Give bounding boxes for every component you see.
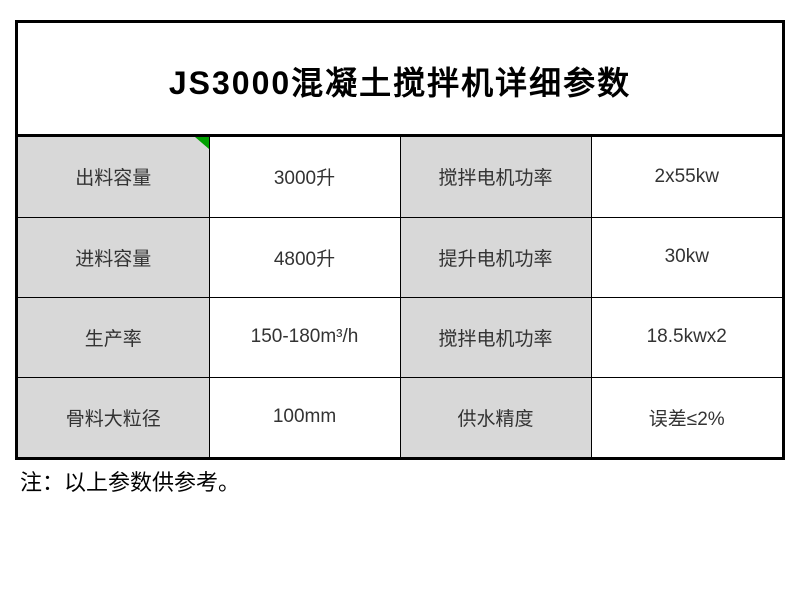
value-cell: 4800升	[209, 217, 400, 297]
label-cell: 搅拌电机功率	[400, 297, 591, 377]
page-title: JS3000混凝土搅拌机详细参数	[38, 58, 762, 104]
value-cell: 100mm	[209, 377, 400, 457]
value-cell: 2x55kw	[591, 137, 782, 217]
corner-accent-icon	[195, 137, 209, 149]
value-cell: 3000升	[209, 137, 400, 217]
value-cell: 18.5kwx2	[591, 297, 782, 377]
label-cell: 进料容量	[18, 217, 209, 297]
value-cell: 误差≤2%	[591, 377, 782, 457]
footnote-text: 注：以上参数供参考。	[15, 460, 785, 497]
value-cell: 30kw	[591, 217, 782, 297]
label-cell: 提升电机功率	[400, 217, 591, 297]
title-section: JS3000混凝土搅拌机详细参数	[18, 23, 782, 137]
label-cell: 搅拌电机功率	[400, 137, 591, 217]
table-row: 生产率 150-180m³/h 搅拌电机功率 18.5kwx2	[18, 297, 782, 377]
label-cell: 供水精度	[400, 377, 591, 457]
cell-label: 出料容量	[75, 168, 151, 189]
label-cell: 骨料大粒径	[18, 377, 209, 457]
label-cell: 生产率	[18, 297, 209, 377]
spec-table: 出料容量 3000升 搅拌电机功率 2x55kw 进料容量 4800升 提升电机…	[18, 137, 782, 457]
table-row: 进料容量 4800升 提升电机功率 30kw	[18, 217, 782, 297]
value-cell: 150-180m³/h	[209, 297, 400, 377]
label-cell: 出料容量	[18, 137, 209, 217]
spec-container: JS3000混凝土搅拌机详细参数 出料容量 3000升 搅拌电机功率 2x55k…	[15, 20, 785, 460]
table-row: 骨料大粒径 100mm 供水精度 误差≤2%	[18, 377, 782, 457]
table-row: 出料容量 3000升 搅拌电机功率 2x55kw	[18, 137, 782, 217]
